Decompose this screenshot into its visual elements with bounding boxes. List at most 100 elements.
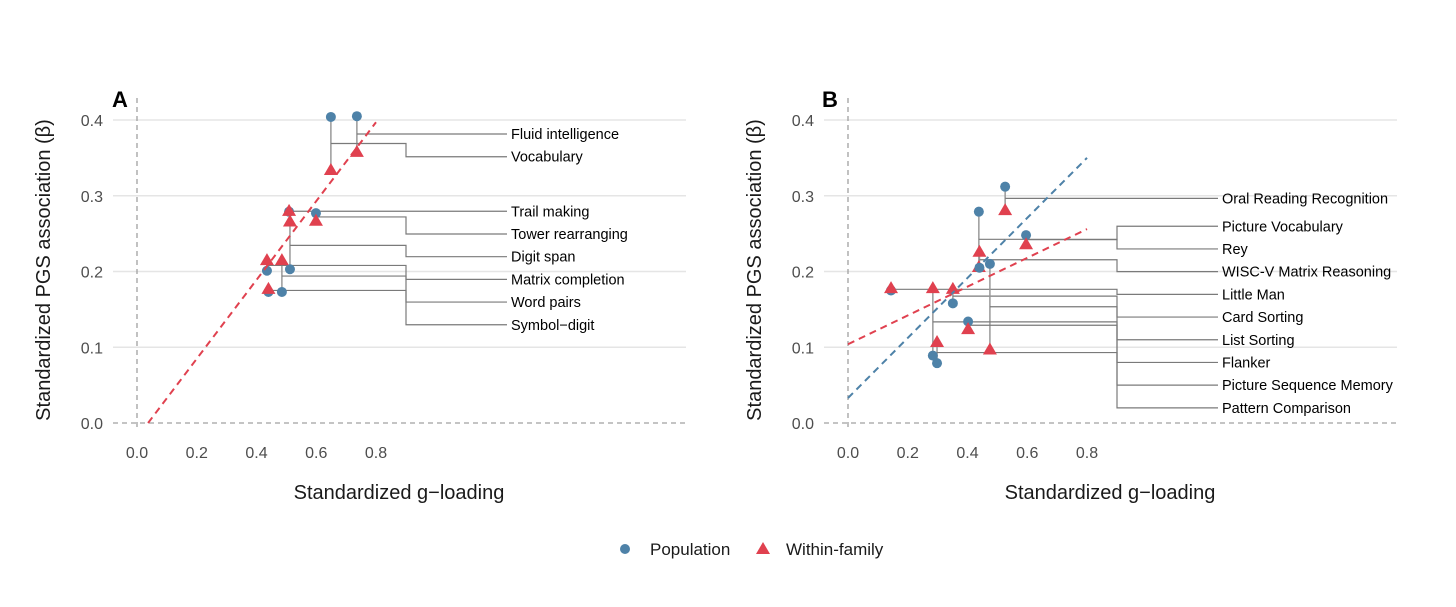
fit-line-within-family — [147, 121, 377, 424]
point-label: Little Man — [1222, 287, 1285, 303]
point-label: Trail making — [511, 204, 589, 220]
point-label: Picture Sequence Memory — [1222, 378, 1394, 394]
point-label: Picture Vocabulary — [1222, 219, 1344, 235]
point-label: Vocabulary — [511, 150, 583, 166]
label-connector — [968, 324, 1218, 386]
within-family-point — [930, 334, 945, 347]
label-connector — [932, 321, 1218, 364]
label-connector — [281, 275, 507, 280]
point-label: WISC-V Matrix Reasoning — [1222, 265, 1391, 281]
panel-tag: B — [822, 87, 838, 112]
within-family-point — [282, 203, 297, 216]
population-point — [932, 358, 943, 369]
point-label: Fluid intelligence — [511, 127, 619, 143]
point-label: Pattern Comparison — [1222, 401, 1351, 417]
label-connector — [979, 259, 1218, 273]
within-family-point — [274, 253, 289, 266]
y-tick-label: 0.1 — [81, 340, 103, 357]
label-connector — [315, 216, 507, 235]
point-label: Word pairs — [511, 295, 581, 311]
y-tick-label: 0.4 — [81, 113, 103, 130]
legend-population-label: Population — [650, 540, 730, 559]
y-tick-label: 0.2 — [81, 265, 103, 282]
population-point — [927, 350, 938, 361]
point-label: Matrix completion — [511, 272, 625, 288]
x-tick-label: 0.2 — [186, 445, 208, 462]
within-family-point — [982, 342, 997, 355]
point-label: Flanker — [1222, 355, 1271, 371]
within-family-point — [961, 322, 976, 335]
population-point — [947, 298, 958, 309]
population-point — [963, 316, 974, 327]
x-tick-label: 0.0 — [837, 445, 859, 462]
population-point — [276, 286, 287, 297]
label-connector — [989, 306, 1218, 341]
y-axis-title: Standardized PGS association (β) — [744, 119, 766, 421]
connectors — [266, 116, 507, 326]
markers — [259, 111, 364, 297]
within-family-point — [308, 213, 323, 226]
x-tick-label: 0.8 — [1076, 445, 1098, 462]
x-tick-label: 0.6 — [305, 445, 327, 462]
y-tick-label: 0.3 — [792, 189, 814, 206]
population-point — [310, 208, 321, 219]
population-point — [284, 264, 295, 275]
label-connector — [268, 289, 507, 326]
point-label: Digit span — [511, 250, 575, 266]
population-point — [973, 206, 984, 217]
population-point — [1000, 181, 1011, 192]
point-label: Rey — [1222, 242, 1249, 258]
markers — [884, 181, 1034, 369]
x-tick-label: 0.6 — [1016, 445, 1038, 462]
label-connector — [289, 244, 507, 258]
label-connector — [891, 288, 1218, 295]
within-family-point — [884, 281, 899, 294]
label-connector — [937, 351, 1218, 409]
x-tick-label: 0.2 — [897, 445, 919, 462]
point-label: Card Sorting — [1222, 310, 1303, 326]
within-family-point — [972, 244, 987, 257]
population-point — [974, 262, 985, 273]
y-tick-label: 0.1 — [792, 340, 814, 357]
legend-within-family-marker — [756, 542, 770, 554]
panel-b: 0.0 0.1 0.2 0.3 0.4 0.0 0.2 0.4 0.6 0.8 B Standardi… — [744, 87, 1397, 504]
within-family-point — [282, 214, 297, 227]
within-family-point — [323, 162, 338, 175]
point-label: Symbol−digit — [511, 318, 594, 334]
point-label: Oral Reading Recognition — [1222, 191, 1388, 207]
x-tick-label: 0.4 — [245, 445, 267, 462]
label-connector — [266, 264, 507, 303]
label-connector — [1026, 225, 1218, 241]
x-axis-title: Standardized g−loading — [1005, 482, 1216, 504]
fit-line-population — [847, 157, 1088, 399]
x-tick-label: 0.4 — [956, 445, 978, 462]
population-point — [351, 111, 362, 122]
within-family-point — [925, 281, 940, 294]
label-connector — [978, 238, 1218, 250]
y-tick-label: 0.2 — [792, 265, 814, 282]
within-family-point — [261, 281, 276, 294]
within-family-point — [998, 203, 1013, 216]
x-axis-title: Standardized g−loading — [294, 482, 505, 504]
y-tick-label: 0.4 — [792, 113, 814, 130]
y-axis-title: Standardized PGS association (β) — [33, 119, 55, 421]
panel-tag: A — [112, 87, 128, 112]
point-label: List Sorting — [1222, 333, 1295, 349]
x-tick-label: 0.8 — [365, 445, 387, 462]
legend-population-marker — [620, 544, 630, 554]
legend: Population Within-family — [620, 540, 884, 559]
point-label: Tower rearranging — [511, 227, 628, 243]
x-tick-label: 0.0 — [126, 445, 148, 462]
label-connector — [330, 142, 507, 158]
within-family-point — [1019, 237, 1034, 250]
legend-within-family-label: Within-family — [786, 540, 884, 559]
panel-a: 0.0 0.1 0.2 0.3 0.4 0.0 0.2 0.4 0.6 0.8 A Standardi… — [33, 87, 686, 504]
population-point — [325, 111, 336, 122]
within-family-point — [259, 253, 274, 266]
y-tick-label: 0.0 — [81, 416, 103, 433]
fit-line-within-family — [847, 228, 1088, 346]
y-tick-label: 0.3 — [81, 189, 103, 206]
population-point — [1021, 230, 1032, 241]
within-family-point — [349, 144, 364, 157]
